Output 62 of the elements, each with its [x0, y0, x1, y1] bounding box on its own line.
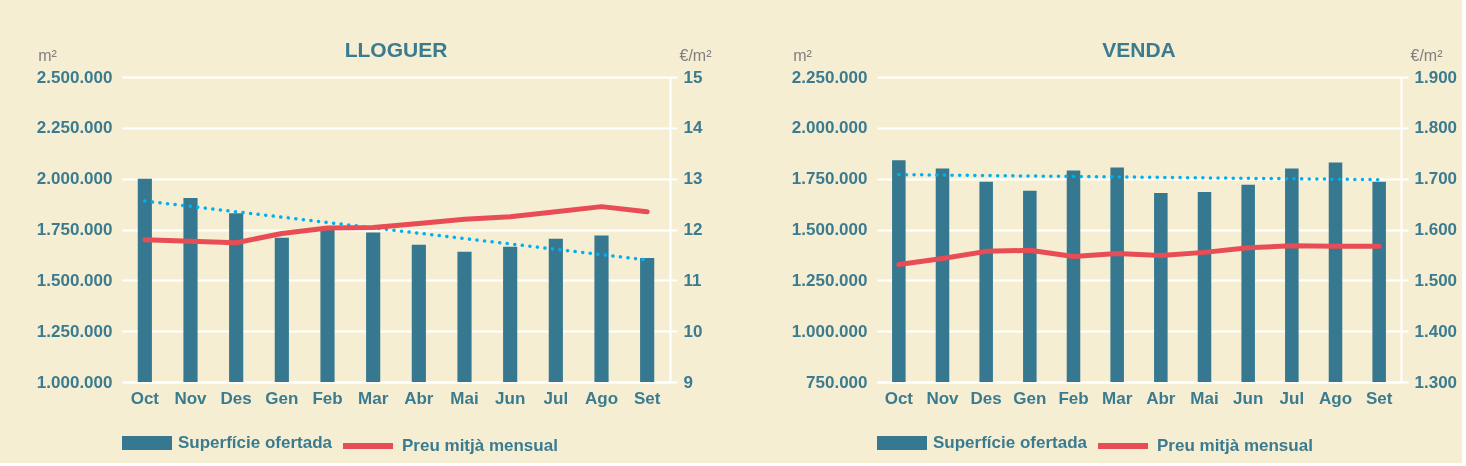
y-tick-label: 1.750.000	[36, 220, 113, 239]
y2-tick-label: 1.700	[1414, 169, 1458, 189]
x-tick-label: Jun	[495, 388, 526, 408]
legend-label: Superfície ofertada	[178, 433, 333, 452]
x-tick-label: Des	[220, 388, 252, 408]
y2-tick-label: 1.800	[1414, 118, 1458, 138]
x-tick-label: Feb	[312, 388, 343, 408]
y-tick-label: 2.500.000	[36, 67, 113, 87]
y2-tick-label: 9	[683, 372, 693, 392]
x-tick-label: Mar	[358, 388, 389, 408]
chart-title: VENDA	[1102, 38, 1176, 61]
y2-tick-label: 1.400	[1414, 321, 1458, 341]
x-tick-label: Des	[970, 388, 1002, 408]
x-tick-label: Gen	[1013, 388, 1047, 408]
y-tick-label: 2.000.000	[791, 118, 868, 138]
y2-axis-title: €/m²	[1410, 46, 1444, 64]
x-tick-label: Jul	[1279, 388, 1305, 408]
y-tick-label: 1.500.000	[791, 220, 868, 239]
y-tick-label: 2.250.000	[791, 67, 868, 87]
y-tick-label: 1.250.000	[36, 321, 113, 341]
x-tick-label: Oct	[130, 388, 160, 408]
legend-label: Preu mitjà mensual	[1157, 436, 1313, 455]
x-tick-label: Set	[633, 388, 661, 408]
x-tick-label: Abr	[1146, 388, 1176, 408]
x-tick-label: Ago	[584, 388, 619, 408]
y2-tick-label: 1.900	[1414, 67, 1458, 87]
y-tick-label: 1.000.000	[791, 321, 868, 341]
y-tick-label: 2.000.000	[36, 169, 113, 189]
y2-tick-label: 1.500	[1414, 270, 1458, 290]
x-tick-label: Feb	[1058, 388, 1089, 408]
x-tick-label: Ago	[1318, 388, 1353, 408]
y2-tick-label: 13	[683, 169, 703, 189]
y2-tick-label: 10	[683, 321, 703, 341]
y-axis-title: m²	[38, 46, 58, 64]
y-tick-label: 2.250.000	[36, 118, 113, 138]
y2-tick-label: 12	[683, 220, 703, 239]
chart-title: LLOGUER	[344, 38, 448, 61]
y2-axis-title: €/m²	[679, 46, 713, 64]
x-tick-label: Set	[1365, 388, 1393, 408]
x-tick-label: Mar	[1102, 388, 1133, 408]
x-tick-label: Mai	[1190, 388, 1219, 408]
x-tick-label: Gen	[265, 388, 299, 408]
y2-tick-label: 1.300	[1414, 372, 1458, 392]
x-tick-label: Nov	[174, 388, 208, 408]
x-tick-label: Jul	[543, 388, 569, 408]
y-tick-label: 1.750.000	[791, 169, 868, 189]
y2-tick-label: 11	[683, 270, 702, 290]
x-tick-label: Abr	[404, 388, 434, 408]
x-tick-label: Jun	[1233, 388, 1264, 408]
y2-tick-label: 14	[683, 118, 703, 138]
x-tick-label: Nov	[926, 388, 960, 408]
y-tick-label: 1.500.000	[36, 270, 113, 290]
legend-label: Superfície ofertada	[933, 433, 1088, 452]
y2-tick-label: 15	[683, 67, 703, 87]
y-tick-label: 1.000.000	[36, 372, 113, 392]
x-tick-label: Mai	[450, 388, 479, 408]
x-tick-label: Oct	[884, 388, 914, 408]
legend-label: Preu mitjà mensual	[402, 436, 558, 455]
y2-tick-label: 1.600	[1414, 220, 1458, 239]
y-tick-label: 1.250.000	[791, 270, 868, 290]
y-axis-title: m²	[793, 46, 813, 64]
y-tick-label: 750.000	[806, 372, 868, 392]
